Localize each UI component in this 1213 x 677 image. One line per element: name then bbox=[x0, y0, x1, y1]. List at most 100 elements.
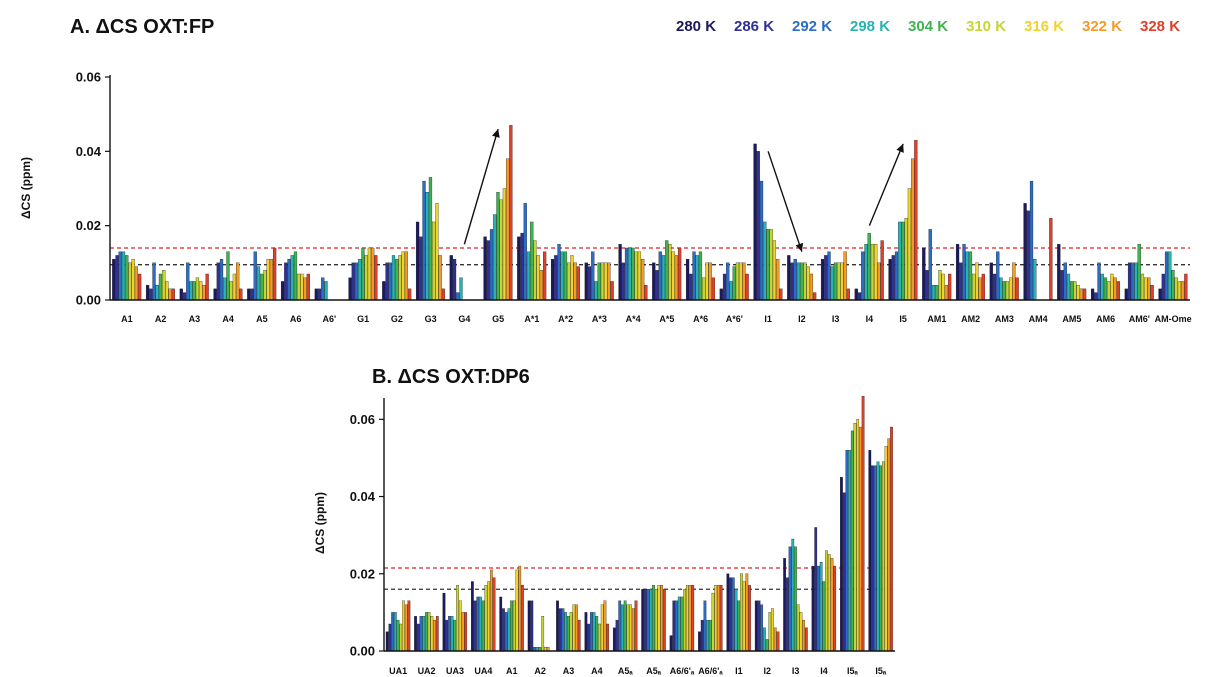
panel0-category-label: A5 bbox=[256, 314, 268, 324]
panel0-bar-A*3-316 K bbox=[604, 262, 608, 301]
panel0-bar-A6-310 K bbox=[297, 273, 301, 301]
panel0-bar-I1-310 K bbox=[769, 229, 773, 301]
panel0-bar-A4-286 K bbox=[216, 262, 220, 301]
panel0-bar-A*2-304 K bbox=[563, 251, 568, 301]
panel0-bar-AM-Ome-280 K bbox=[1158, 288, 1162, 301]
panel1-bar-UA1-328 K bbox=[407, 600, 411, 652]
panel0-bar-I5-304 K bbox=[901, 221, 905, 301]
panel0-bar-I3-298 K bbox=[830, 266, 834, 301]
panel0-bar-G1-304 K bbox=[361, 247, 365, 301]
panel1-bar-A5ₐ-310 K bbox=[654, 589, 658, 652]
panel0-bar-I5-292 K bbox=[894, 251, 899, 301]
panel0-category-label: I2 bbox=[798, 314, 806, 324]
panel0-bar-A2-322 K bbox=[168, 288, 172, 301]
panel0-bar-I3-304 K bbox=[833, 262, 838, 301]
panel0-bar-A*6-304 K bbox=[698, 251, 703, 301]
panel0-category-label: A*4 bbox=[626, 314, 641, 324]
panel1-bar-A1-280 K bbox=[499, 596, 503, 652]
panel1-bar-A6/6'ₐ-286 K bbox=[672, 600, 676, 652]
panel0-category-label: I5 bbox=[899, 314, 907, 324]
panel1-category-label: I1 bbox=[735, 666, 743, 676]
panel0-category-label: AM5 bbox=[1062, 314, 1081, 324]
panel0-bar-A*6-328 K bbox=[711, 277, 715, 301]
panel1-bar-UA1-286 K bbox=[388, 623, 392, 652]
panel0-bar-I2-322 K bbox=[809, 273, 814, 301]
panel0-bar-AM4-292 K bbox=[1029, 180, 1034, 301]
panel0-bar-A4-280 K bbox=[213, 288, 217, 301]
panel1-bar-UA4-328 K bbox=[492, 577, 496, 652]
panel0-bar-A*4-316 K bbox=[637, 251, 642, 301]
panel0-bar-A1-304 K bbox=[125, 255, 129, 301]
panel1-bar-UA1-292 K bbox=[391, 612, 394, 652]
legend-entry-310k: 310 K bbox=[966, 18, 1007, 35]
panel1-bar-I2-322 K bbox=[773, 627, 777, 652]
panel0-bar-AM6'-316 K bbox=[1144, 277, 1148, 301]
panel0-bar-AM1-286 K bbox=[925, 270, 929, 301]
panel0-bar-AM6-304 K bbox=[1103, 277, 1108, 301]
panel0-bar-A*3-280 K bbox=[584, 262, 588, 301]
panel0-bar-A*4-322 K bbox=[641, 258, 645, 301]
panel0-bar-AM5-280 K bbox=[1057, 244, 1061, 301]
panel0-category-label: AM6 bbox=[1096, 314, 1115, 324]
panel1-bar-A5ₐ-322 K bbox=[631, 608, 635, 652]
panel1-bar-UA2-280 K bbox=[414, 616, 417, 652]
panel0-bar-AM6-286 K bbox=[1094, 292, 1098, 301]
panel0-bar-A2-316 K bbox=[165, 281, 169, 301]
panel1-bar-A4-316 K bbox=[600, 604, 604, 652]
panel1-bar-I5ₐ-322 K bbox=[859, 426, 862, 652]
panel0-bar-A3-322 K bbox=[202, 284, 206, 301]
panel0-bar-I1-286 K bbox=[756, 151, 760, 301]
panel0-bar-I2-316 K bbox=[806, 266, 810, 301]
panel0-bar-G3-310 K bbox=[432, 221, 436, 301]
panel1-bar-A6/6'ₐ-292 K bbox=[703, 600, 707, 652]
panel0-bar-AM6-292 K bbox=[1097, 262, 1101, 301]
panel1-bar-I1-310 K bbox=[740, 573, 743, 652]
panel0-bar-AM6'-286 K bbox=[1127, 262, 1132, 301]
panel1-bar-UA2-322 K bbox=[433, 619, 436, 652]
panel1-bar-A5ₐ-316 K bbox=[657, 585, 661, 652]
panel0-bar-I4-298 K bbox=[864, 244, 868, 301]
panel0-bar-G1-280 K bbox=[348, 277, 352, 301]
panel1-bar-A5ₐ-298 K bbox=[621, 604, 624, 652]
panel0-bar-A1-322 K bbox=[134, 266, 139, 301]
panel0-bar-A*1-286 K bbox=[520, 232, 524, 301]
panel1-bar-I3-280 K bbox=[783, 558, 786, 652]
panel1-bar-A6/6'ₐ-328 K bbox=[719, 585, 723, 652]
panel0-bar-A*5-292 K bbox=[658, 251, 662, 301]
panel1-bar-I2-304 K bbox=[765, 639, 769, 652]
panel0-bar-A5-328 K bbox=[273, 247, 277, 301]
panel0-bar-G2-310 K bbox=[398, 255, 402, 301]
panel1-category-label: A2 bbox=[534, 666, 546, 676]
panel0-bar-AM3-310 K bbox=[1005, 281, 1010, 301]
panel0-bar-A3-316 K bbox=[199, 281, 203, 301]
panel0-bar-G1-310 K bbox=[364, 255, 368, 301]
panel1-bar-A6/6'ₐ-280 K bbox=[698, 631, 701, 652]
panel1-bar-I3-316 K bbox=[799, 612, 803, 652]
panel0-bar-G3-316 K bbox=[435, 203, 439, 301]
panel0-bar-A*6'-292 K bbox=[726, 262, 730, 301]
panel0-bar-G1-316 K bbox=[367, 247, 372, 301]
panel1-bar-UA4-298 K bbox=[479, 596, 482, 652]
panel1-bar-I5ₐ-316 K bbox=[856, 419, 860, 652]
panel1-bar-UA3-298 K bbox=[450, 616, 454, 652]
panel0-bar-A*5-328 K bbox=[678, 247, 682, 301]
panel1-bar-A1-310 K bbox=[512, 600, 516, 652]
panel0-bar-AM3-316 K bbox=[1009, 277, 1013, 301]
panel0-bar-I1-280 K bbox=[753, 143, 757, 301]
panel0-bar-A*5-322 K bbox=[674, 255, 679, 301]
panel1-bar-A4-322 K bbox=[603, 600, 607, 652]
panel0-bar-A*3-292 K bbox=[591, 251, 595, 301]
panel0-bar-AM2-328 K bbox=[981, 273, 985, 301]
panel1-bar-A5ₐ-304 K bbox=[623, 600, 627, 652]
panel0-bar-AM6-322 K bbox=[1113, 277, 1117, 301]
panel1-category-label: I4 bbox=[820, 666, 828, 676]
panel0-bar-A*1-292 K bbox=[523, 203, 527, 301]
panel0-bar-AM-Ome-292 K bbox=[1164, 251, 1169, 301]
panel1-bar-A6/6'ₐ-280 K bbox=[669, 635, 673, 652]
panel0-bar-G3-298 K bbox=[425, 192, 429, 301]
panel1-bar-I5ₐ-286 K bbox=[842, 492, 846, 652]
panel1-bar-I3-286 K bbox=[785, 577, 789, 652]
panel0-bar-G2-316 K bbox=[401, 251, 405, 301]
panel1-bar-UA4-316 K bbox=[487, 581, 490, 652]
legend-entry-304k: 304 K bbox=[908, 18, 949, 35]
